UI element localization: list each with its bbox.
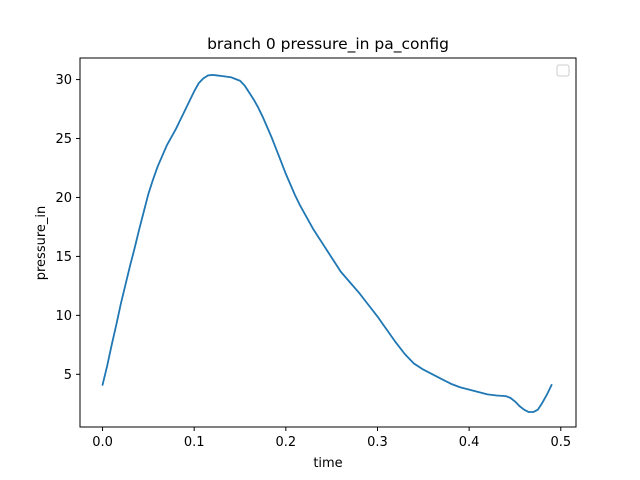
- x-axis-label: time: [313, 456, 342, 471]
- series-line: [101, 73, 553, 413]
- x-tick-label: 0.2: [275, 435, 296, 450]
- y-tick-label: 10: [55, 309, 72, 324]
- x-tick-label: 0.3: [367, 435, 388, 450]
- y-tick-label: 30: [55, 73, 72, 88]
- y-axis-ticks: 5 10 15 20 25 30: [55, 73, 80, 383]
- x-tick-label: 0.0: [92, 435, 113, 450]
- y-axis-label: pressure_in: [34, 206, 49, 281]
- x-tick-label: 0.5: [550, 435, 571, 450]
- x-axis-ticks: 0.0 0.1 0.2 0.3 0.4 0.5: [92, 427, 571, 450]
- chart-title: branch 0 pressure_in pa_config: [207, 35, 449, 54]
- series-layer: [101, 73, 553, 413]
- legend-box: [556, 64, 570, 77]
- plot-area: 0.0 0.1 0.2 0.3 0.4 0.5 5 10 15 20 25 30: [55, 57, 577, 450]
- y-tick-label: 20: [55, 191, 72, 206]
- y-tick-label: 15: [55, 250, 72, 265]
- x-tick-label: 0.4: [459, 435, 480, 450]
- y-tick-label: 5: [64, 368, 72, 383]
- axes-frame: [79, 57, 577, 428]
- y-tick-label: 25: [55, 132, 72, 147]
- x-tick-label: 0.1: [184, 435, 205, 450]
